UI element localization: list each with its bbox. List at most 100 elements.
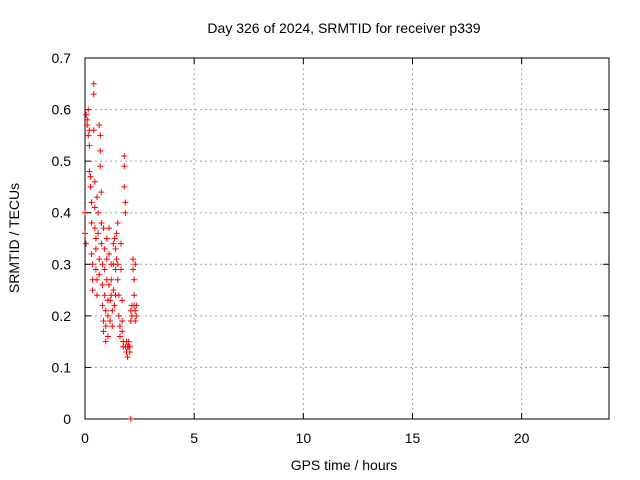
data-point [111, 235, 118, 242]
data-point [96, 271, 103, 278]
data-point [109, 323, 116, 330]
data-point [99, 302, 106, 309]
data-point [99, 261, 106, 268]
data-point [82, 230, 88, 237]
data-point [95, 209, 102, 216]
data-point [127, 416, 134, 422]
data-point [94, 276, 101, 283]
data-point [88, 250, 95, 257]
data-point [113, 256, 120, 263]
data-point [112, 245, 119, 252]
data-point [122, 209, 129, 216]
data-point [132, 261, 139, 268]
data-point [115, 292, 122, 299]
x-tick-label: 0 [81, 430, 89, 446]
data-point [84, 122, 91, 129]
data-point [87, 173, 94, 180]
data-point [89, 261, 96, 268]
data-point [98, 240, 105, 247]
data-point [112, 266, 119, 273]
grid-lines [85, 58, 609, 419]
data-point [102, 323, 109, 330]
data-point [111, 302, 118, 309]
data-point [89, 287, 96, 294]
x-tick-label: 5 [190, 430, 198, 446]
data-point [83, 240, 90, 247]
data-point [91, 204, 98, 211]
data-point [119, 297, 126, 304]
data-point [131, 292, 138, 299]
data-point [132, 307, 139, 314]
x-tick-labels: 0 5 10 15 20 [81, 430, 530, 446]
data-point [119, 318, 126, 325]
data-point [92, 245, 99, 252]
data-point [118, 240, 125, 247]
data-point [106, 225, 113, 232]
data-point [102, 338, 109, 345]
data-point [110, 287, 117, 294]
data-point [99, 281, 106, 288]
data-point [101, 292, 108, 299]
data-point [133, 302, 140, 309]
data-point [94, 292, 101, 299]
data-point [97, 163, 104, 170]
data-point [114, 220, 121, 227]
data-point [92, 266, 99, 273]
data-point [100, 225, 107, 232]
y-tick-labels: 0 0.1 0.2 0.3 0.4 0.5 0.6 0.7 [52, 50, 72, 427]
data-point [114, 276, 121, 283]
data-point [113, 230, 120, 237]
data-point [90, 80, 97, 87]
data-point [98, 189, 105, 196]
data-point [104, 312, 111, 319]
y-tick-label: 0 [63, 411, 71, 427]
data-point [104, 333, 111, 340]
data-point [101, 245, 108, 252]
y-tick-label: 0.6 [52, 102, 72, 118]
chart-title: Day 326 of 2024, SRMTID for receiver p33… [207, 20, 480, 36]
data-point [119, 328, 126, 335]
data-point [124, 354, 131, 361]
y-tick-label: 0.1 [52, 359, 72, 375]
data-point [121, 152, 128, 159]
data-point [126, 348, 133, 355]
data-point [122, 199, 129, 206]
data-point [82, 209, 88, 216]
data-point [91, 178, 98, 185]
y-tick-label: 0.7 [52, 50, 72, 66]
data-point [115, 312, 122, 319]
data-point [85, 132, 92, 139]
data-point [130, 266, 137, 273]
data-point [96, 122, 103, 129]
data-points [82, 80, 140, 422]
data-point [84, 116, 91, 123]
data-point [101, 266, 108, 273]
data-point [86, 168, 93, 175]
data-point [83, 111, 90, 118]
data-point [132, 318, 139, 325]
data-point [116, 323, 123, 330]
x-tick-label: 20 [514, 430, 530, 446]
x-tick-label: 15 [405, 430, 421, 446]
x-tick-label: 10 [296, 430, 312, 446]
data-point [133, 312, 140, 319]
y-tick-label: 0.4 [52, 205, 72, 221]
data-point [102, 307, 109, 314]
data-point [106, 250, 113, 257]
data-point [87, 183, 94, 190]
data-point [103, 256, 110, 263]
data-point [109, 307, 116, 314]
y-tick-label: 0.2 [52, 308, 72, 324]
data-point [97, 132, 104, 139]
y-axis-label: SRMTID / TECUs [6, 183, 22, 293]
data-point [107, 297, 114, 304]
data-point [126, 343, 133, 350]
data-point [125, 338, 132, 345]
data-point [98, 220, 105, 227]
data-point [96, 256, 103, 263]
data-point [86, 142, 93, 149]
data-point [121, 183, 128, 190]
data-point [92, 235, 99, 242]
data-point [106, 281, 113, 288]
